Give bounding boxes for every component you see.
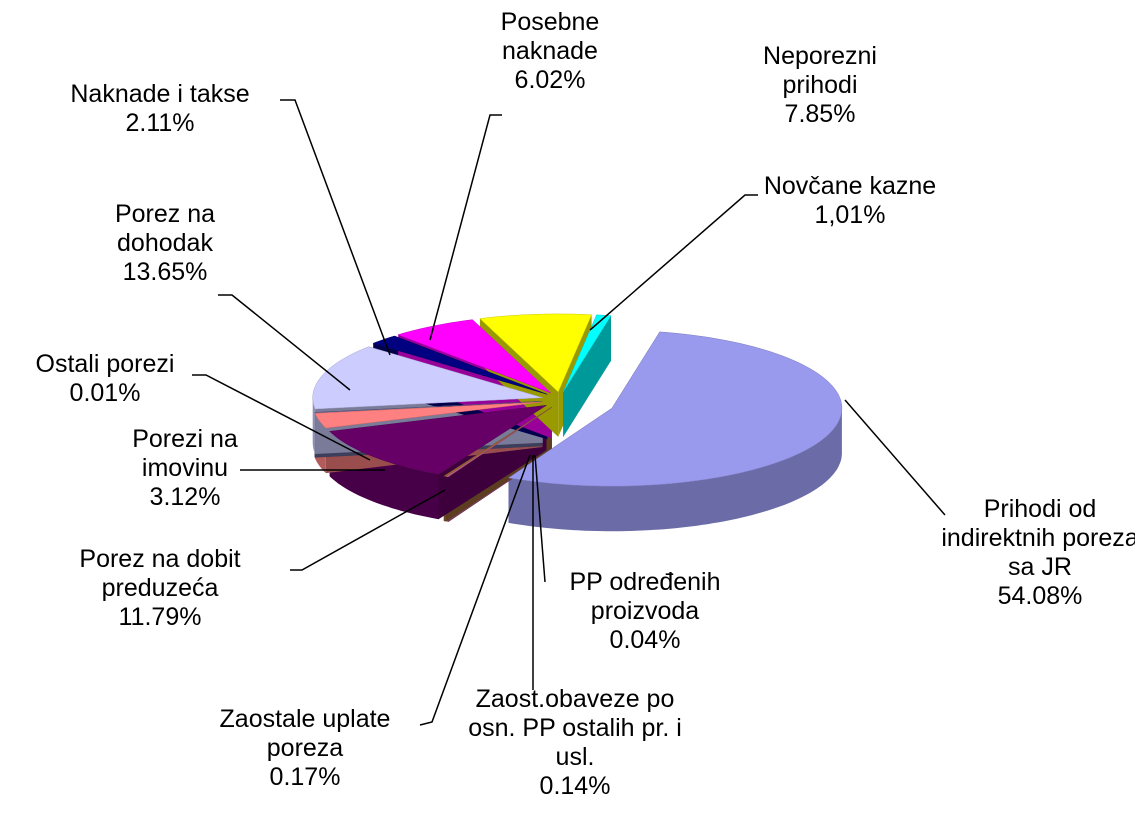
slice-label: Porez na dobit preduzeća 11.79% [30, 545, 290, 632]
value-label: 6.02% [514, 66, 586, 94]
slice-label: Ostali porezi 0.01% [5, 350, 205, 408]
leader-line [419, 454, 531, 726]
leader-line [429, 114, 502, 341]
slice [443, 406, 552, 477]
slice-label: Prihodi od indirektnih poreza sa JR 54.08… [940, 495, 1135, 611]
value-label: 13.65% [122, 258, 208, 286]
value-label: 3.12% [149, 483, 221, 511]
category-name: Zaost.obaveze po osn. PP ostalih pr. i u… [468, 685, 682, 771]
slice [507, 331, 843, 487]
slice-side [312, 397, 316, 454]
category-name: Posebne naknade [500, 8, 600, 65]
slice-label: Novčane kazne 1,01% [750, 172, 950, 230]
category-name: Naknade i takse [70, 80, 250, 108]
value-label: 7.85% [784, 100, 856, 128]
value-label: 1,01% [814, 201, 886, 229]
value-label: 0.01% [69, 379, 141, 407]
slice-label: Posebne naknade 6.02% [475, 8, 625, 95]
slice-cut [563, 315, 611, 437]
slice-side [508, 408, 842, 532]
slice [312, 346, 543, 410]
slice [562, 314, 612, 393]
value-label: 0.14% [539, 772, 611, 800]
slice [314, 400, 543, 413]
leader-line [534, 454, 546, 583]
slice-label: PP određenih proizvoda 0.04% [535, 568, 755, 655]
slice [329, 405, 547, 475]
leader-line [290, 489, 446, 571]
value-label: 2.11% [125, 109, 195, 137]
category-name: Novčane kazne [763, 172, 937, 200]
pie-tops [312, 313, 843, 487]
slice-label: Porez na dohodak 13.65% [90, 200, 240, 287]
category-name: Porez na dohodak [114, 200, 216, 257]
slice [479, 313, 592, 393]
category-name: Prihodi od indirektnih poreza sa JR [941, 495, 1135, 581]
leader-line [192, 374, 371, 461]
category-name: Porezi na imovinu [132, 425, 238, 482]
value-label: 0.17% [269, 763, 341, 791]
slice-label: Neporezni prihodi 7.85% [740, 42, 900, 129]
slice-label: Zaostale uplate poreza 0.17% [185, 705, 425, 792]
value-label: 54.08% [997, 582, 1083, 610]
leader-line [589, 194, 758, 331]
leader-line [844, 399, 946, 516]
category-name: Zaostale uplate poreza [219, 705, 391, 762]
leader-line [280, 99, 391, 356]
category-name: Porez na dobit preduzeća [79, 545, 241, 602]
category-name: PP određenih proizvoda [569, 568, 721, 625]
value-label: 11.79% [118, 603, 202, 631]
category-name: Ostali porezi [35, 350, 175, 378]
slice-label: Zaost.obaveze po osn. PP ostalih pr. i u… [460, 685, 690, 801]
value-label: 0.04% [609, 626, 681, 654]
slice [314, 401, 543, 429]
slice-label: Naknade i takse 2.11% [30, 80, 290, 138]
category-name: Neporezni prihodi [763, 42, 877, 99]
slice-label: Porezi na imovinu 3.12% [115, 425, 255, 512]
leader-line [218, 294, 351, 391]
